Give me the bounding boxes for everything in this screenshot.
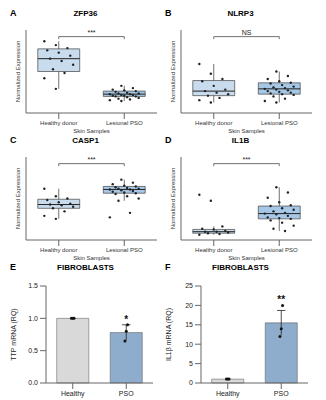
svg-text:Lesional PSO: Lesional PSO xyxy=(106,247,143,253)
svg-text:1.0: 1.0 xyxy=(28,315,38,322)
html-text:A: A xyxy=(10,8,17,18)
svg-text:IL1β mRNA (RQ): IL1β mRNA (RQ) xyxy=(165,308,173,361)
svg-text:5: 5 xyxy=(189,360,193,367)
svg-text:PSO: PSO xyxy=(119,390,134,397)
svg-text:Healthy donor: Healthy donor xyxy=(40,247,77,253)
html-text:F: F xyxy=(165,262,171,272)
svg-text:NS: NS xyxy=(242,29,252,36)
html-text:CASP1: CASP1 xyxy=(72,136,99,145)
svg-text:**: ** xyxy=(277,294,285,305)
svg-text:Normalized Expression: Normalized Expression xyxy=(15,41,21,103)
html-text:D: D xyxy=(165,135,172,145)
html-text:ZFP36: ZFP36 xyxy=(73,9,98,18)
svg-text:Healthy: Healthy xyxy=(216,390,240,398)
svg-text:PSO: PSO xyxy=(274,390,289,397)
svg-text:Skin Samples: Skin Samples xyxy=(73,255,110,261)
html-text:E: E xyxy=(10,262,16,272)
svg-text:0: 0 xyxy=(189,379,193,386)
svg-text:***: *** xyxy=(87,156,95,163)
svg-text:***: *** xyxy=(87,29,95,36)
html-text:NLRP3: NLRP3 xyxy=(227,9,254,18)
svg-text:0.0: 0.0 xyxy=(28,379,38,386)
svg-text:1.5: 1.5 xyxy=(28,282,38,289)
svg-text:Healthy donor: Healthy donor xyxy=(40,120,77,126)
svg-text:20: 20 xyxy=(185,302,193,309)
svg-text:Normalized Expression: Normalized Expression xyxy=(170,168,176,230)
html-text:C: C xyxy=(10,135,17,145)
svg-text:Lesional PSO: Lesional PSO xyxy=(261,247,298,253)
svg-text:Healthy donor: Healthy donor xyxy=(195,247,232,253)
svg-text:***: *** xyxy=(242,156,250,163)
svg-text:15: 15 xyxy=(185,321,193,328)
svg-text:Skin Samples: Skin Samples xyxy=(228,255,265,261)
html-text:IL1B: IL1B xyxy=(231,136,250,145)
svg-text:Skin Samples: Skin Samples xyxy=(228,128,265,134)
svg-text:*: * xyxy=(124,314,128,325)
svg-text:25: 25 xyxy=(185,282,193,289)
svg-text:TTP mRNA (RQ): TTP mRNA (RQ) xyxy=(10,308,18,360)
svg-text:Lesional PSO: Lesional PSO xyxy=(106,120,143,126)
svg-text:Healthy: Healthy xyxy=(61,390,85,398)
svg-text:10: 10 xyxy=(185,341,193,348)
html-text:B: B xyxy=(165,8,172,18)
svg-text:0.5: 0.5 xyxy=(28,347,38,354)
svg-text:Lesional PSO: Lesional PSO xyxy=(261,120,298,126)
svg-text:Healthy donor: Healthy donor xyxy=(195,120,232,126)
svg-text:Normalized Expression: Normalized Expression xyxy=(15,168,21,230)
html-text:FIBROBLASTS: FIBROBLASTS xyxy=(212,263,269,272)
svg-text:Normalized Expression: Normalized Expression xyxy=(170,41,176,103)
svg-text:Skin Samples: Skin Samples xyxy=(73,128,110,134)
html-text:FIBROBLASTS: FIBROBLASTS xyxy=(57,263,114,272)
